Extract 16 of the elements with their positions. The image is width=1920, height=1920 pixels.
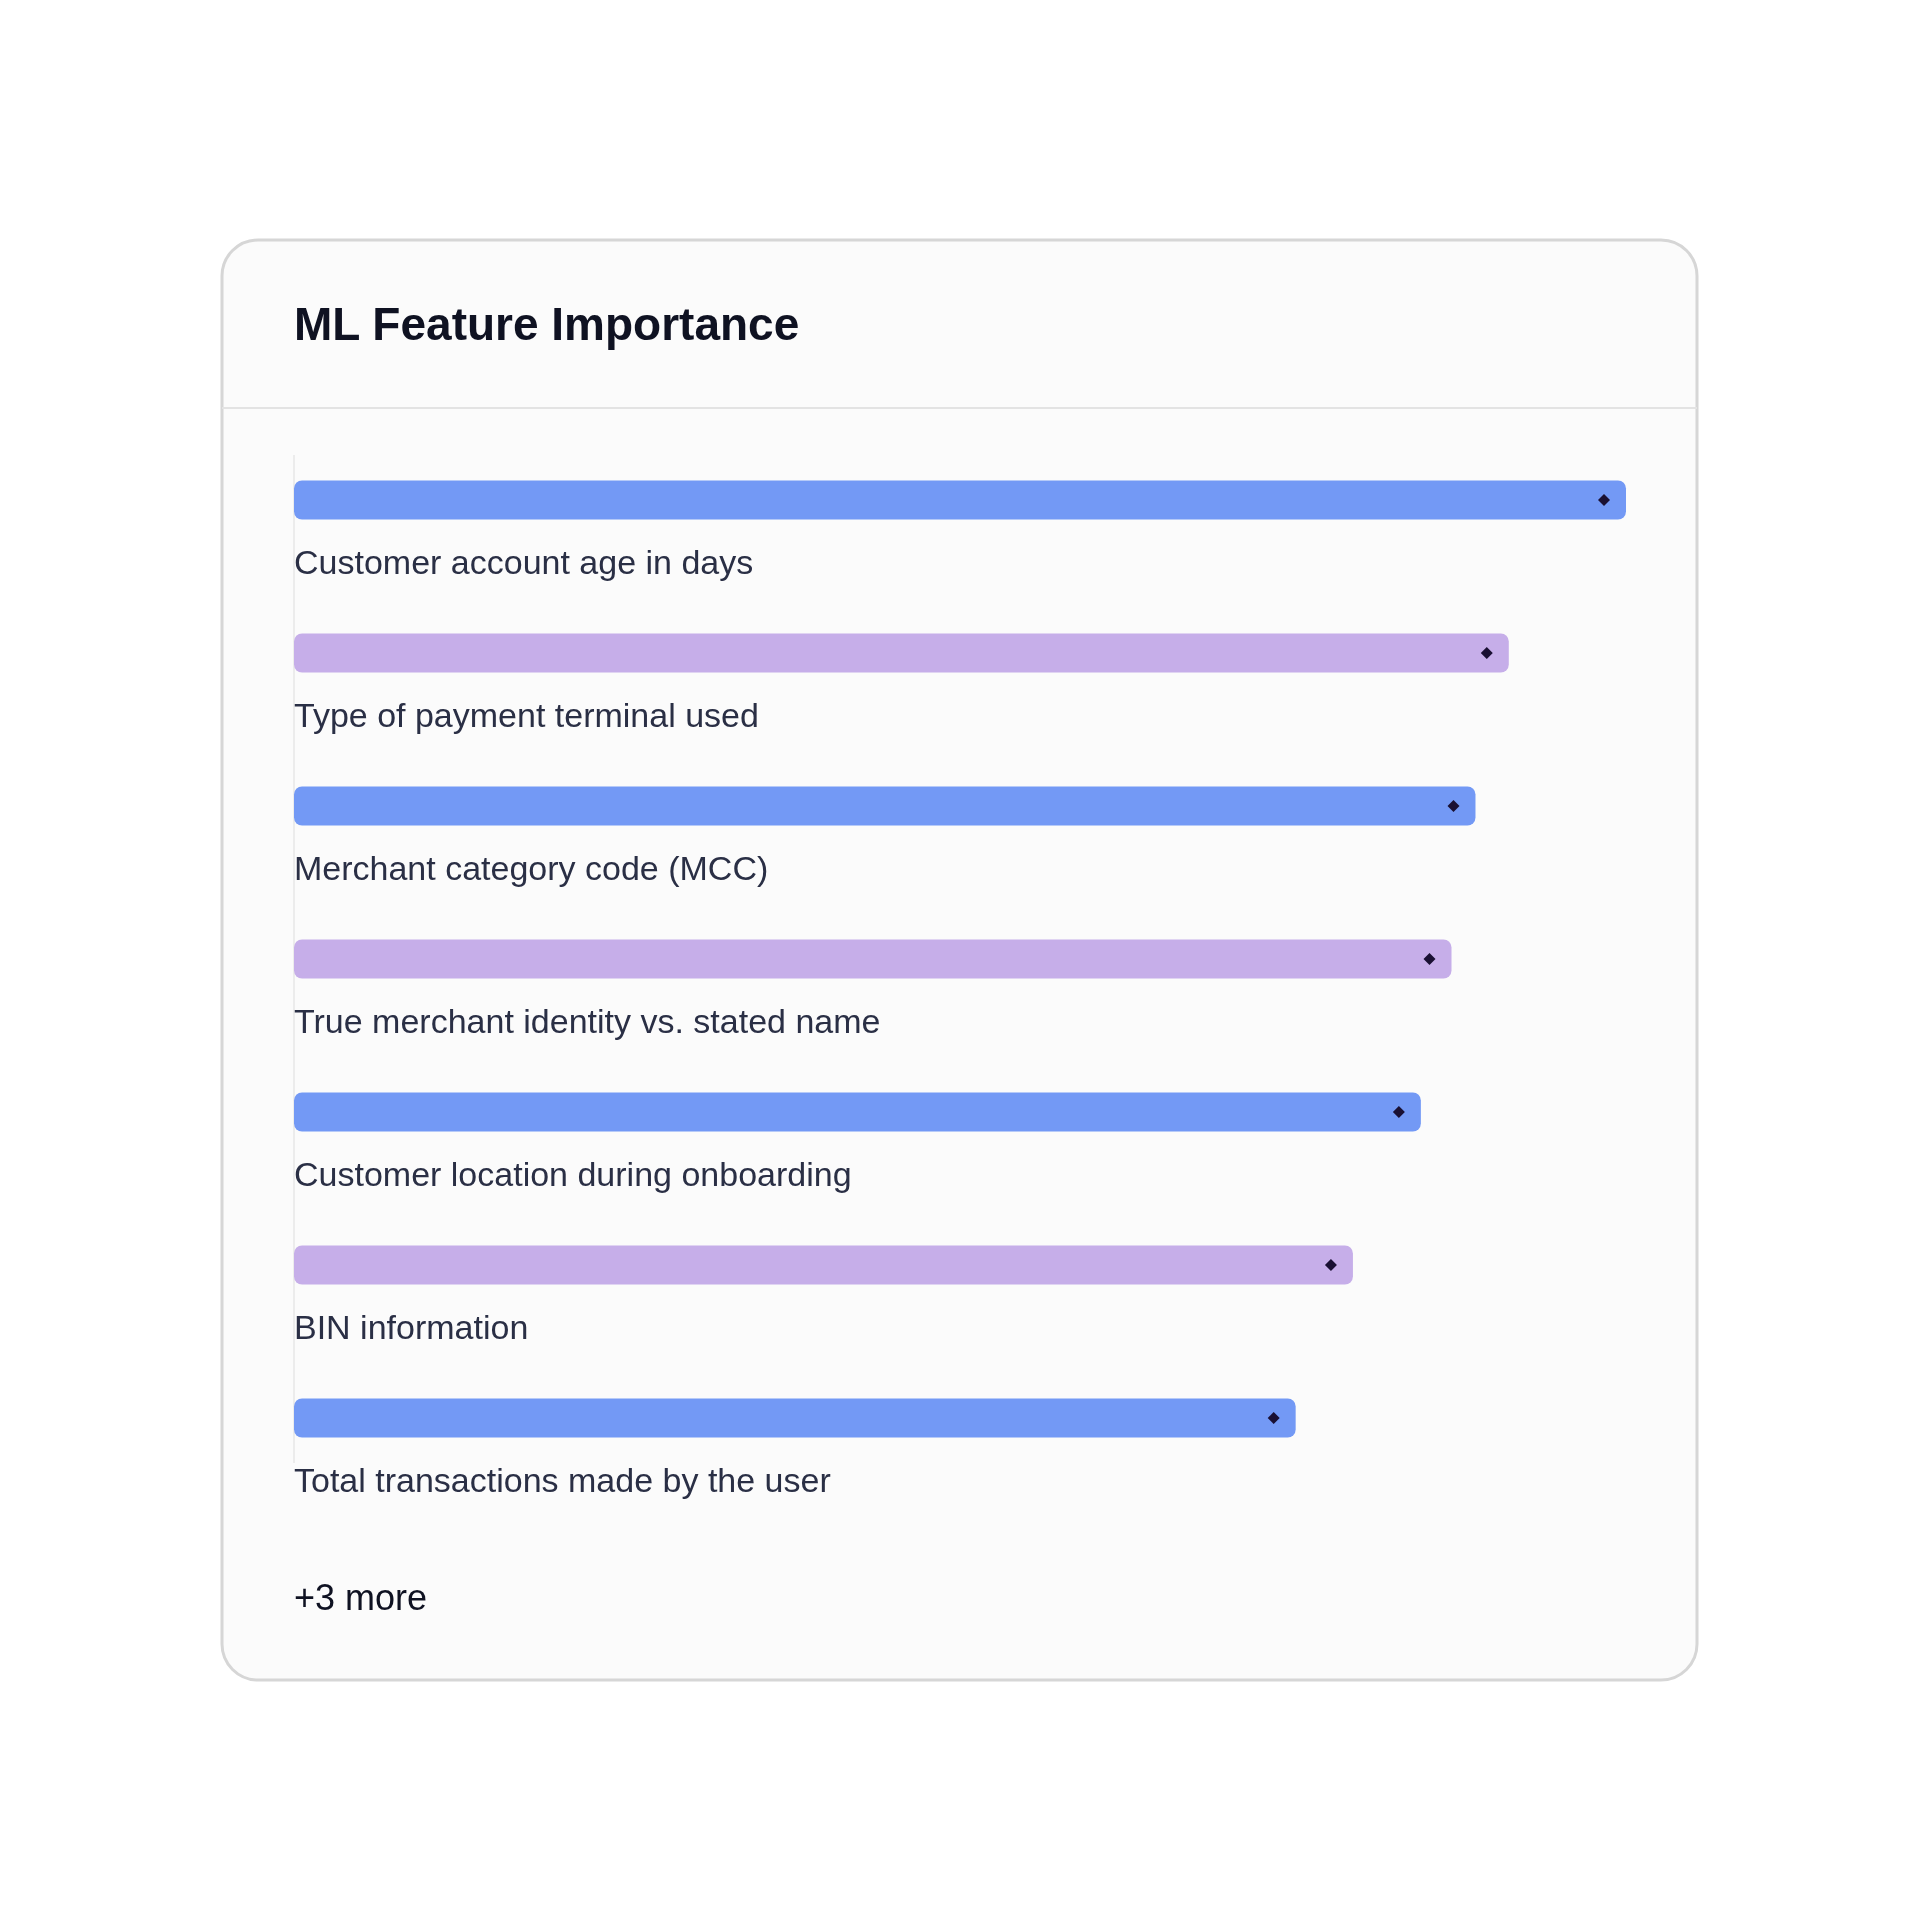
y-tick-label: True merchant identity vs. stated name xyxy=(294,1002,881,1040)
bar xyxy=(294,939,1452,979)
y-tick-label: Customer location during onboarding xyxy=(294,1155,852,1193)
bar xyxy=(294,633,1509,673)
bar xyxy=(294,1398,1296,1438)
y-tick-label: Customer account age in days xyxy=(294,543,754,581)
y-tick-label: Total transactions made by the user xyxy=(294,1461,831,1499)
text: +3 more xyxy=(294,1577,428,1618)
bar xyxy=(294,480,1626,520)
bar xyxy=(294,1092,1421,1132)
bar xyxy=(294,1245,1353,1285)
y-tick-label: BIN information xyxy=(294,1308,529,1346)
chart-title: ML Feature Importance xyxy=(294,298,800,350)
y-tick-label: Type of payment terminal used xyxy=(294,696,759,734)
bar xyxy=(294,786,1476,826)
y-tick-label: Merchant category code (MCC) xyxy=(294,849,769,887)
